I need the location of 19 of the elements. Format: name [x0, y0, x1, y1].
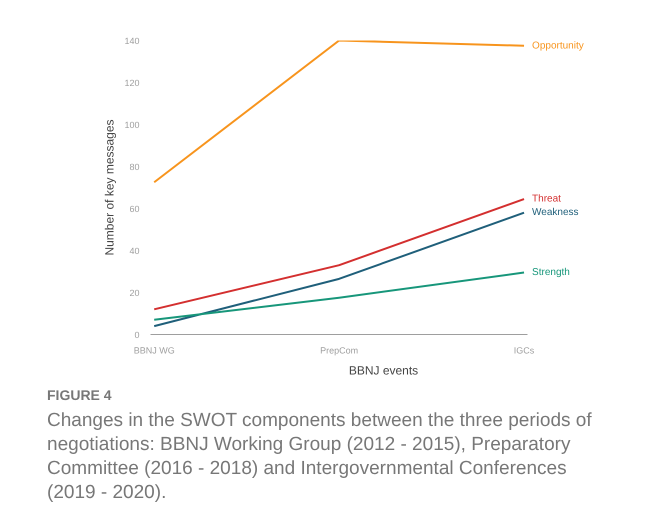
text: Changes in the SWOT components between the three periods of negotiations: BBNJ Working Group (2012 - 2015), Preparatory Committee (2016 - 2018) and Intergovernmental Conferences (2019 - 2020).: [47, 409, 593, 505]
series-label: Strength: [532, 267, 570, 278]
series-label: Threat: [532, 194, 562, 205]
y-tick-label: 60: [129, 204, 140, 214]
y-tick-label: 140: [124, 36, 140, 46]
x-tick-label: PrepCom: [320, 346, 358, 356]
y-tick-label: 80: [129, 162, 140, 172]
y-axis-title: Number of key messages: [102, 119, 116, 256]
x-tick-label: IGCs: [514, 346, 535, 356]
y-tick-label: 100: [124, 120, 140, 130]
x-tick-label: BBNJ WG: [134, 346, 175, 356]
series-label: Opportunity: [532, 40, 584, 52]
text: FIGURE 4: [47, 386, 113, 405]
x-axis-title: BBNJ events: [348, 364, 418, 378]
y-tick-label: 0: [134, 330, 140, 340]
y-tick-label: 20: [129, 288, 140, 298]
y-tick-label: 120: [124, 78, 140, 88]
y-tick-label: 40: [129, 246, 140, 256]
series-label: Weakness: [532, 207, 579, 218]
